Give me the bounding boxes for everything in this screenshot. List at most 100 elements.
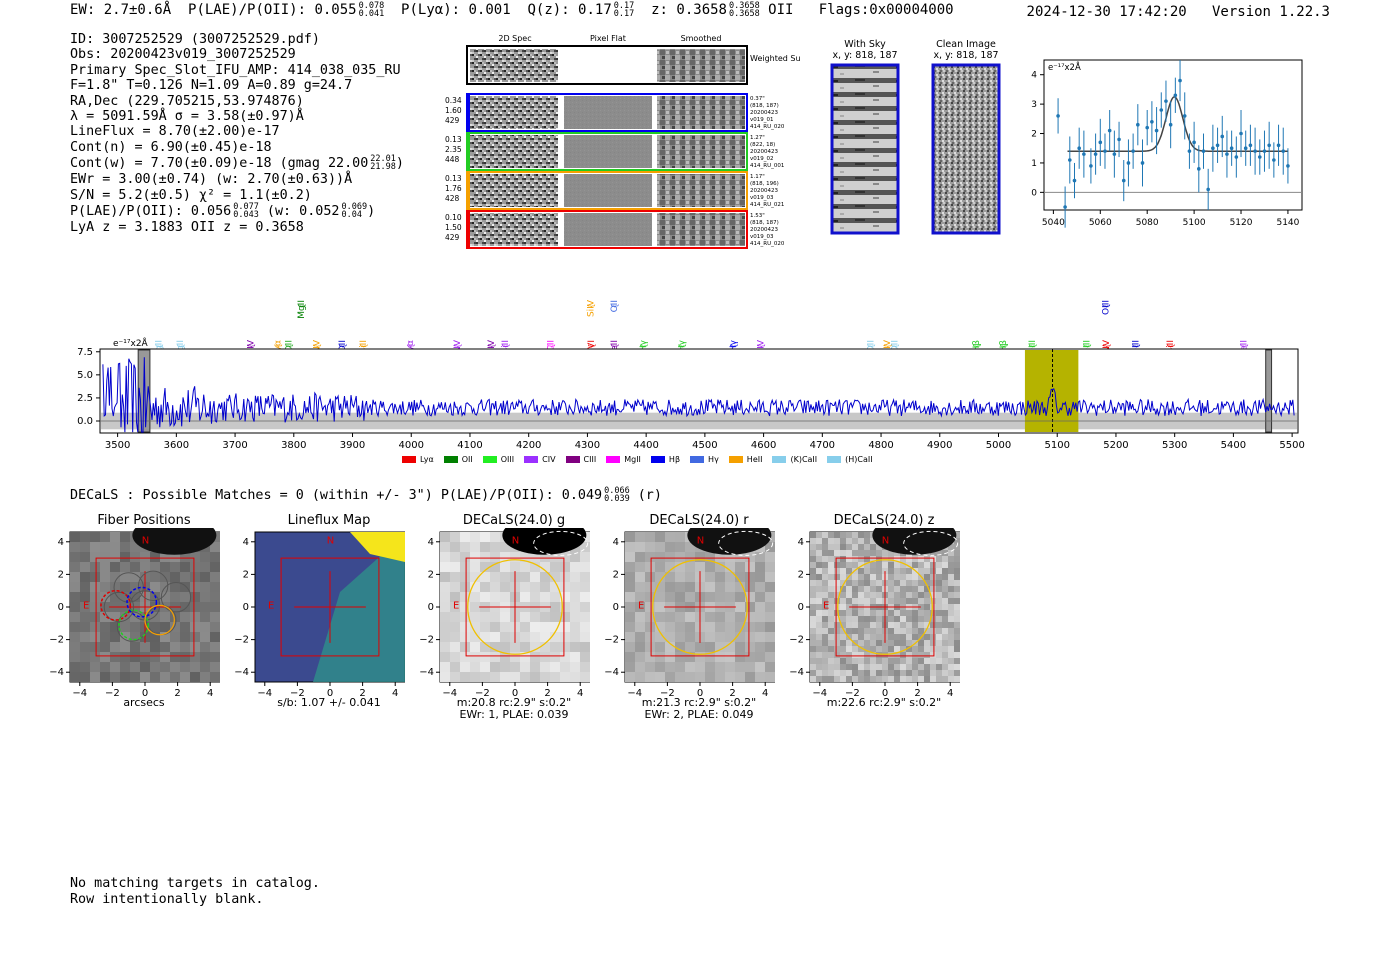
panel-pixel (864, 550, 870, 556)
panel-pixel (725, 632, 735, 642)
panel-pixel (948, 616, 954, 622)
panel-pixel (954, 616, 960, 622)
panel-pixel (715, 652, 725, 662)
panel-pixel (130, 542, 140, 552)
panel-caption: EWr: 1, PLAE: 0.039 (459, 708, 569, 721)
cutouts-panel: 2D Spec Pixel Flat Smoothed Weighted Sum… (445, 34, 800, 249)
panel-pixel (110, 532, 120, 542)
panel-pixel (765, 582, 775, 592)
panel-ytick-label: 4 (58, 537, 64, 548)
panel-pixel (870, 646, 876, 652)
emission-line-bracket: { (610, 343, 619, 348)
panel-xtick-label: 2 (544, 688, 550, 698)
panel-pixel (894, 616, 900, 622)
panel-pixel (822, 658, 828, 664)
panel-pixel (540, 572, 550, 582)
panel-pixel (635, 662, 645, 672)
info-lambda: λ = 5091.59Å σ = 3.58(±0.97)Å (70, 109, 304, 125)
panel-pixel (888, 622, 894, 628)
legend-item: CIV (524, 455, 556, 464)
panel-pixel (810, 598, 816, 604)
panel-pixel (912, 580, 918, 586)
panel-pixel (864, 664, 870, 670)
panel-pixel (450, 652, 460, 662)
panel-pixel (755, 552, 765, 562)
zoom-ytick-label: 0 (1031, 188, 1037, 198)
legend-item: OII (443, 455, 473, 464)
panel-pixel (765, 662, 775, 672)
panel-pixel (846, 628, 852, 634)
panel-pixel (870, 586, 876, 592)
qz-hi: 0.17 (613, 1, 635, 11)
spectrum-xtick-label: 3700 (222, 440, 247, 451)
panel-pixel (520, 592, 530, 602)
panel-pixel (930, 664, 936, 670)
emission-line-bracket: { (176, 343, 185, 348)
zoom-data-point (1281, 149, 1286, 153)
panel-pixel (120, 642, 130, 652)
panel-pixel (924, 610, 930, 616)
info-contn: Cont(n) = 6.90(±0.45)e-18 (70, 139, 272, 155)
panel-pixel (858, 664, 864, 670)
lineflux-peak (350, 532, 405, 562)
panel-pixel (490, 642, 500, 652)
with-sky-coords: x, y: 818, 187 (832, 50, 897, 61)
panel-pixel (852, 580, 858, 586)
panel-pixel (635, 612, 645, 622)
cutout-row-stat: 1.76 (445, 184, 462, 193)
panel-pixel (70, 612, 80, 622)
panel-pixel (846, 586, 852, 592)
panel-pixel (936, 550, 942, 556)
panel-pixel (840, 592, 846, 598)
panel-caption: m:21.3 rc:2.9" s:0.2" (641, 696, 757, 709)
panel-pixel (894, 568, 900, 574)
panel-pixel (822, 664, 828, 670)
panel-pixel (530, 572, 540, 582)
panel-pixel (870, 640, 876, 646)
info-radec: RA,Dec (229.705215,53.974876) (70, 93, 304, 109)
panel-pixel (450, 572, 460, 582)
zoom-data-point (1197, 167, 1201, 171)
info-obs: Obs: 20200423v019_3007252529 (70, 47, 296, 63)
panel-pixel (550, 652, 560, 662)
panel-pixel (840, 664, 846, 670)
plya-value: P(Lyα): 0.001 (401, 2, 511, 18)
panel-pixel (828, 544, 834, 550)
panel-pixel (894, 556, 900, 562)
panel-pixel (822, 628, 828, 634)
decals-plae-hi: 0.066 (604, 486, 630, 496)
version: Version 1.22.3 (1211, 4, 1330, 20)
panel-pixel (810, 622, 816, 628)
panel-pixel (100, 652, 110, 662)
panel-pixel (725, 622, 735, 632)
panel-pixel (110, 662, 120, 672)
panel-pixel (705, 552, 715, 562)
panel-pixel (665, 592, 675, 602)
panel-pixel (500, 572, 510, 582)
north-label: N (327, 535, 334, 546)
panel-pixel (635, 532, 645, 542)
spectrum-xtick-label: 4900 (927, 440, 952, 451)
panel-pixel (530, 632, 540, 642)
panel-pixel (822, 562, 828, 568)
panel-pixel (460, 592, 470, 602)
zoom-xtick-label: 5100 (1183, 218, 1206, 228)
panel-pixel (888, 676, 894, 682)
panel-pixel (510, 672, 520, 682)
info-lineflux: LineFlux = 8.70(±2.00)e-17 (70, 124, 280, 140)
panel-pixel (882, 664, 888, 670)
panel-pixel (864, 676, 870, 682)
zoom-chart-frame (1043, 59, 1303, 211)
panel-pixel (852, 610, 858, 616)
info-ewr: EWr = 3.00(±0.74) (w: 2.70(±0.63))Å (70, 172, 353, 188)
panel-pixel (870, 598, 876, 604)
legend-swatch (524, 456, 539, 463)
panel-pixel (70, 532, 80, 542)
cutout-row-meta: 414_RU_001 (750, 163, 784, 169)
panel-pixel (870, 658, 876, 664)
panel-pixel (695, 652, 705, 662)
panel-pixel (810, 628, 816, 634)
panel-caption: m:22.6 rc:2.9" s:0.2" (826, 696, 942, 709)
